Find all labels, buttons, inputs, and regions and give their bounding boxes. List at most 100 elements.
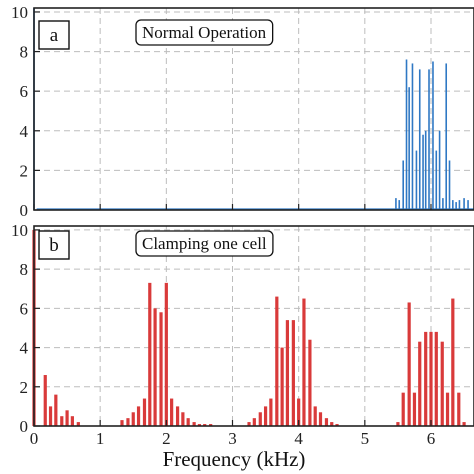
bar	[153, 308, 157, 426]
bar	[445, 63, 448, 210]
bar	[203, 424, 207, 426]
bar	[412, 392, 417, 426]
x-tick-label: 6	[427, 429, 436, 448]
bar	[467, 200, 469, 210]
bar	[415, 150, 418, 210]
bar	[175, 406, 180, 426]
y-tick-label: 0	[20, 417, 29, 436]
bar	[440, 341, 444, 426]
panel-b: 0 2 4 6 8 10 0 1 2 3 4 5 6 b Clamping one cell Frequenc…	[11, 221, 474, 471]
x-tick-label: 4	[294, 429, 303, 448]
panel-tag-label: b	[49, 235, 59, 256]
bar	[396, 422, 400, 426]
bar	[280, 347, 284, 426]
bar	[313, 406, 317, 426]
bar	[76, 422, 80, 426]
panel-tag-box	[38, 20, 70, 50]
bar	[422, 134, 424, 210]
bar	[269, 398, 273, 426]
bar	[401, 392, 405, 426]
panel-title-box	[135, 19, 274, 46]
bar	[285, 320, 290, 426]
x-tick-label: 1	[96, 429, 105, 448]
bar	[455, 202, 457, 210]
bar	[407, 302, 411, 426]
bar	[457, 392, 461, 426]
bar	[451, 298, 455, 426]
x-tick-label: 5	[361, 429, 370, 448]
x-tick-label: 0	[30, 429, 39, 448]
bar	[308, 339, 312, 426]
bar	[411, 63, 414, 210]
bar	[462, 422, 466, 426]
bar	[197, 424, 202, 426]
bar	[170, 398, 174, 426]
bar	[438, 130, 441, 210]
bar	[164, 282, 168, 426]
bar	[126, 418, 130, 426]
plot-frame	[33, 225, 474, 427]
bar	[159, 312, 163, 426]
bar	[452, 200, 454, 210]
y-tick-label: 10	[11, 3, 28, 22]
bar	[54, 394, 58, 426]
panel-title: Normal Operation	[142, 23, 267, 42]
bar	[142, 398, 147, 426]
bar	[48, 406, 53, 426]
bar	[297, 398, 301, 426]
panel-tag-label: a	[50, 25, 59, 46]
y-tick-label: 6	[20, 299, 29, 318]
y-tick-label: 8	[20, 260, 29, 279]
bar	[445, 392, 450, 426]
bar	[434, 331, 438, 426]
panel-a: 0 2 4 6 8 10 a Normal Operation	[11, 3, 474, 220]
bar	[192, 422, 196, 426]
bar	[275, 296, 279, 426]
y-tick-label: 4	[20, 122, 29, 141]
bar	[435, 150, 438, 210]
y-tick-label: 10	[11, 221, 28, 240]
bar	[252, 418, 256, 426]
panel-title-box	[135, 230, 274, 257]
bar	[405, 59, 408, 210]
bar	[65, 410, 69, 426]
bar	[258, 412, 262, 426]
bar	[186, 418, 190, 426]
plot-frame	[33, 7, 474, 211]
bar	[395, 198, 397, 210]
bar	[263, 406, 268, 426]
bar	[43, 375, 47, 426]
bar	[432, 61, 434, 211]
y-tick-label: 8	[20, 43, 29, 62]
bar	[402, 160, 405, 210]
y-tick-label: 6	[20, 82, 29, 101]
y-tick-label: 4	[20, 339, 29, 358]
bar	[60, 416, 64, 426]
bar	[408, 87, 410, 210]
bar	[448, 160, 451, 210]
bar	[335, 424, 339, 426]
bar	[148, 282, 152, 426]
bar	[398, 200, 401, 210]
bar	[429, 331, 433, 426]
bar	[209, 424, 213, 426]
y-tick-label: 2	[20, 161, 29, 180]
bar	[136, 406, 141, 426]
bar	[442, 198, 444, 210]
bar	[181, 412, 185, 426]
bar	[463, 198, 465, 210]
x-tick-label: 2	[162, 429, 171, 448]
bar	[424, 331, 428, 426]
bar	[318, 412, 323, 426]
x-axis-title: Frequency (kHz)	[163, 447, 306, 471]
bar	[418, 341, 422, 426]
y-tick-label: 2	[20, 378, 29, 397]
bar	[330, 422, 334, 426]
bar	[120, 420, 124, 426]
bar	[428, 69, 430, 211]
bar	[302, 298, 306, 426]
bar	[131, 412, 135, 426]
bar	[247, 422, 251, 426]
bar	[291, 320, 295, 426]
